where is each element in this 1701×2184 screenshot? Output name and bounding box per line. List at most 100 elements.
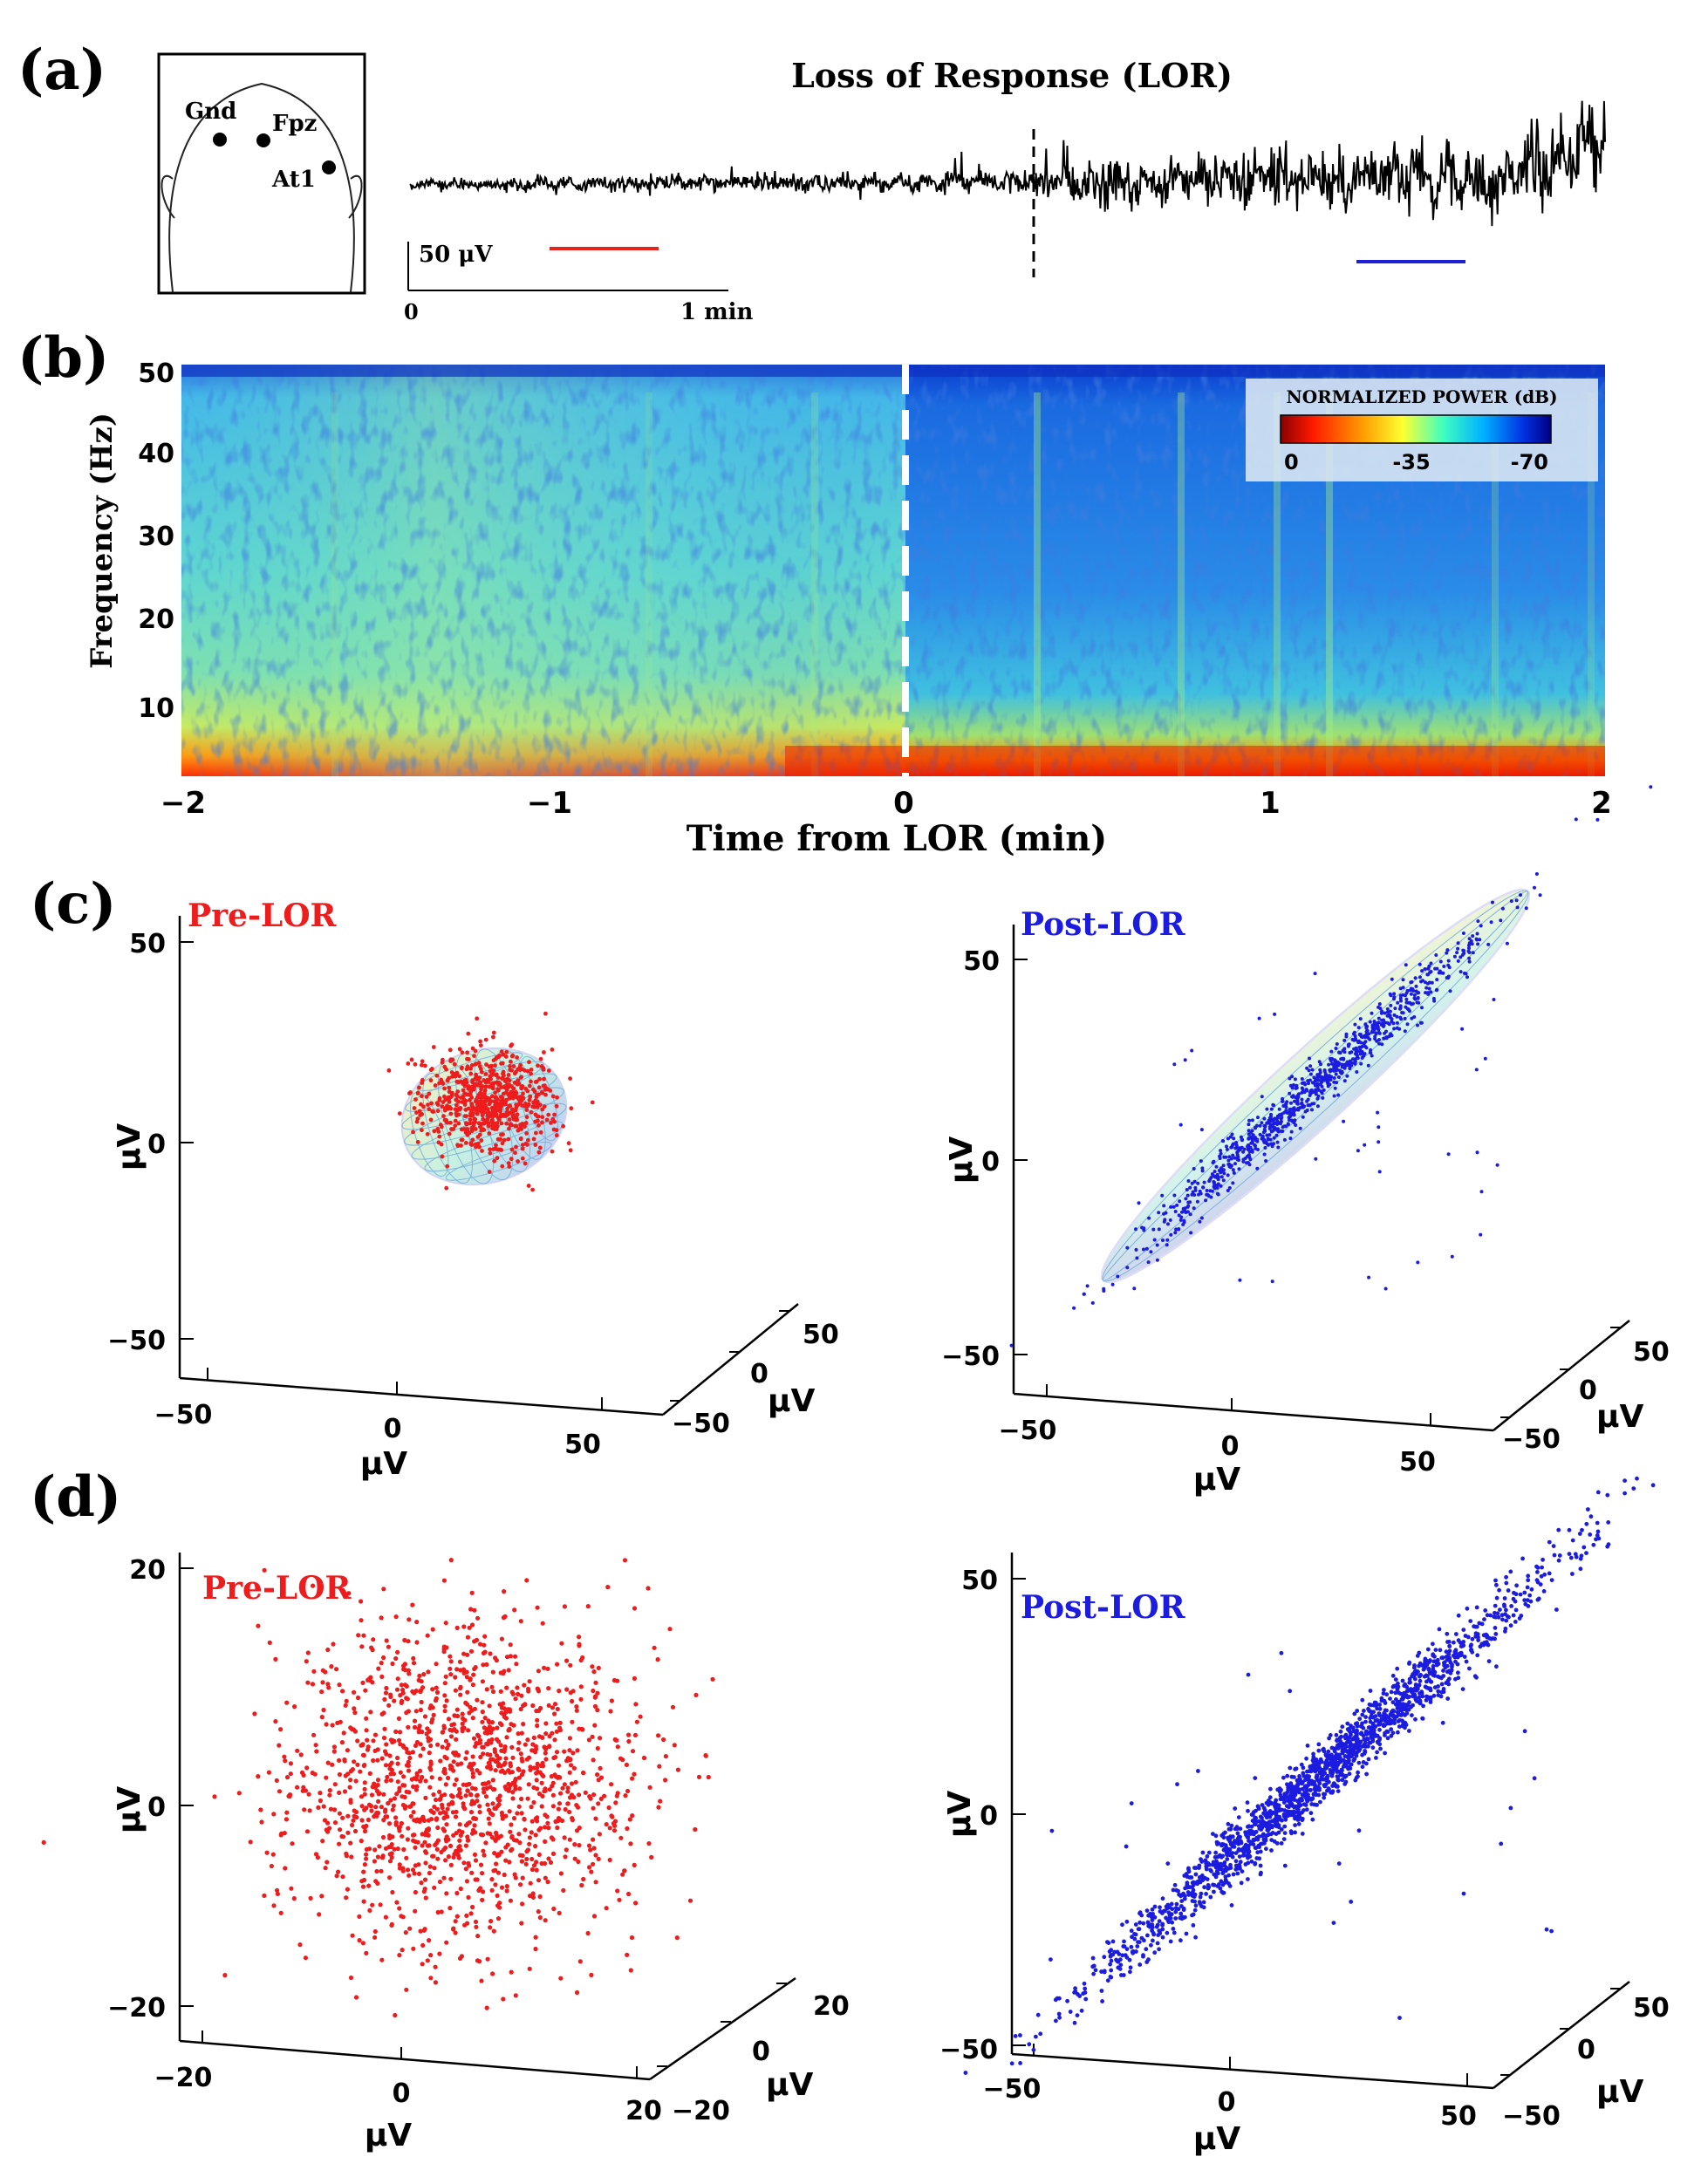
scatter-point (1229, 1903, 1234, 1908)
scatter-point (465, 1788, 470, 1793)
scatter-point (1464, 972, 1468, 976)
scatter-point (304, 1829, 311, 1834)
scatter-point (1213, 1850, 1219, 1855)
scatter-point (426, 1669, 431, 1675)
scatter-point (378, 1902, 383, 1908)
scatter-point (530, 1891, 536, 1896)
scatter-point (1499, 1613, 1505, 1618)
scatter-point (1363, 1052, 1367, 1056)
scatter-point (1072, 2020, 1077, 2025)
scatter-point (1362, 1709, 1366, 1713)
scatter-point (1219, 1867, 1225, 1873)
scatter-point (413, 1097, 418, 1102)
scatter-point (1492, 998, 1496, 1001)
scatter-point (397, 1862, 402, 1867)
scatter-point (491, 1147, 496, 1151)
scatter-point (516, 1731, 521, 1737)
scatter-point (1449, 1668, 1454, 1673)
scatter-point (527, 1835, 533, 1840)
scatter-point (625, 1952, 630, 1957)
d-left-3d-plot: 20 0 −20 μV −20 0 20 μV 20 0 −20 μV Pre-… (41, 1553, 850, 2153)
scatter-point (297, 1942, 303, 1948)
scatter-point (1200, 1169, 1205, 1173)
scatter-point (1330, 1771, 1335, 1776)
scatter-point (1493, 1603, 1498, 1608)
scatter-point (464, 1121, 468, 1125)
scatter-point (1382, 1711, 1387, 1716)
scatter-point (1426, 1667, 1431, 1672)
scatter-point (452, 1782, 457, 1787)
scatter-point (270, 1852, 276, 1857)
depth-axis-label: μV (1596, 1399, 1643, 1435)
scatter-point (1404, 997, 1409, 1001)
scatter-point (1083, 1996, 1089, 2002)
scatter-point (501, 1052, 506, 1057)
scatter-point (1425, 1674, 1430, 1678)
scatter-point (1388, 1721, 1393, 1726)
scatter-point (547, 1744, 552, 1750)
scatter-point (1379, 1011, 1383, 1015)
scatter-point (1225, 1857, 1230, 1861)
scatter-point (620, 1757, 625, 1763)
scatter-point (430, 1109, 435, 1114)
scatter-point (495, 1121, 500, 1126)
scatter-point (397, 1730, 403, 1735)
scatter-point (459, 1095, 463, 1100)
scatter-point (410, 1602, 415, 1607)
scatter-point (1324, 1775, 1329, 1780)
scatter-point (427, 1864, 433, 1869)
scatter-point (1237, 1167, 1241, 1171)
scatter-point (516, 1740, 522, 1745)
scatter-point (460, 1726, 465, 1731)
scatter-point (1432, 1673, 1438, 1678)
scatter-point (1229, 1823, 1234, 1828)
scatter-point (1065, 1998, 1069, 2003)
scatter-point (1057, 1996, 1062, 2001)
scatter-point (536, 1769, 541, 1774)
scatter-point (1243, 1862, 1248, 1867)
scatter-point (1116, 1959, 1121, 1964)
fpz-electrode-dot (256, 133, 270, 147)
scatter-point (1178, 1199, 1182, 1204)
scatter-point (441, 1725, 447, 1730)
scatter-point (1368, 1719, 1373, 1724)
scatter-point (517, 1095, 522, 1101)
scatter-point (1529, 1587, 1534, 1592)
scatter-point (1288, 1112, 1292, 1116)
scatter-point (472, 1800, 477, 1806)
scatter-point (1349, 1900, 1354, 1904)
scatter-point (278, 1727, 284, 1732)
scatter-point (402, 1783, 407, 1788)
scatter-point (1514, 1583, 1519, 1588)
scatter-point (1461, 1891, 1466, 1896)
scatter-point (570, 1689, 576, 1694)
scatter-point (497, 1793, 502, 1798)
scatter-point (472, 1666, 477, 1672)
scatter-point (518, 1619, 523, 1624)
scatter-point (1320, 1084, 1324, 1089)
scatter-point (1412, 1015, 1417, 1019)
scatter-point (1192, 1206, 1196, 1211)
scatter-point (468, 1071, 474, 1076)
scatter-point (526, 1686, 531, 1692)
scatter-point (1366, 1725, 1371, 1730)
scatter-point (509, 1054, 515, 1059)
scatter-point (434, 1662, 439, 1667)
scatter-point (493, 1090, 497, 1095)
scatter-point (1206, 1850, 1212, 1855)
scatter-point (502, 1078, 508, 1082)
scatter-point (420, 1128, 424, 1133)
scatter-point (1190, 1181, 1194, 1185)
scatter-point (420, 1832, 425, 1837)
scatter-point (372, 1928, 378, 1935)
scatter-point (489, 1064, 494, 1069)
scatter-point (555, 1662, 560, 1667)
scatter-point (1483, 1056, 1487, 1061)
scatter-point (391, 1803, 396, 1808)
scatter-point (1368, 1037, 1372, 1041)
scatter-point (325, 1820, 331, 1826)
scatter-point (1301, 1082, 1304, 1085)
scatter-point (1068, 2010, 1073, 2014)
scatter-point (624, 1762, 630, 1767)
scatter-point (1288, 1091, 1292, 1095)
